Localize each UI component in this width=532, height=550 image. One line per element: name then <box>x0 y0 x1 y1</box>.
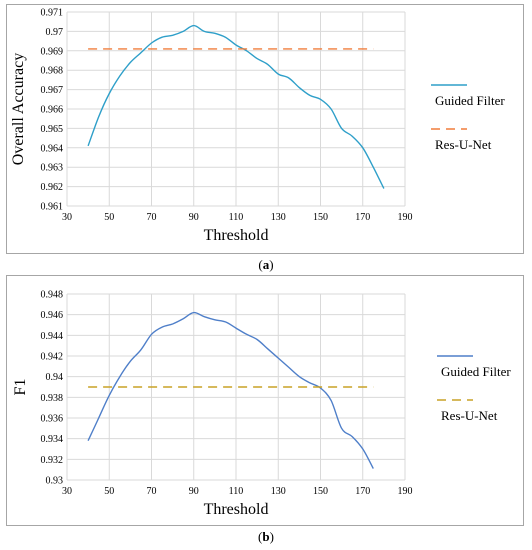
x-tick-label: 90 <box>189 486 199 497</box>
y-tick-label: 0.948 <box>41 290 64 301</box>
y-tick-label: 0.942 <box>41 352 64 363</box>
y-tick-label: 0.971 <box>41 8 64 19</box>
y-tick-label: 0.936 <box>41 414 64 425</box>
x-tick-label: 190 <box>398 486 413 497</box>
y-tick-label: 0.964 <box>41 143 64 154</box>
x-tick-label: 150 <box>313 486 328 497</box>
caption-b-letter: b <box>262 529 270 544</box>
x-tick-label: 90 <box>189 212 199 223</box>
x-tick-label: 130 <box>271 212 286 223</box>
x-tick-label: 110 <box>229 486 244 497</box>
y-tick-label: 0.961 <box>41 202 64 213</box>
x-tick-label: 70 <box>147 212 157 223</box>
chart-panel-b: 0.93 0.932 0.934 0.936 0.938 0.94 0.942 0.944 0.… <box>6 275 524 526</box>
y-axis-title: Overall Accuracy <box>10 53 27 165</box>
x-tick-label: 30 <box>62 212 72 223</box>
x-tick-label: 190 <box>398 212 413 223</box>
y-tick-label: 0.967 <box>41 85 64 96</box>
y-tick-label: 0.965 <box>41 124 64 135</box>
x-axis-title: Threshold <box>204 227 269 244</box>
caption-a: (a) <box>258 257 274 272</box>
x-tick-label: 110 <box>229 212 244 223</box>
chart-a-svg: 0.961 0.962 0.963 0.964 0.965 0.966 0.967 0.968… <box>10 8 505 245</box>
x-tick-label: 30 <box>62 486 72 497</box>
y-tick-label: 0.94 <box>46 372 64 383</box>
legend-label: Res-U-Net <box>441 408 498 423</box>
legend-label: Guided Filter <box>441 364 511 379</box>
x-tick-label: 170 <box>355 486 370 497</box>
x-tick-label: 130 <box>271 486 286 497</box>
x-tick-label: 170 <box>355 212 370 223</box>
y-tick-label: 0.934 <box>41 434 64 445</box>
y-tick-label: 0.93 <box>46 476 64 487</box>
x-axis-title: Threshold <box>204 501 269 518</box>
y-axis-title: F1 <box>12 379 29 396</box>
y-tick-label: 0.932 <box>41 455 64 466</box>
caption-b: (b) <box>258 529 274 544</box>
series-line-guided-filter <box>87 24 385 189</box>
legend-label: Guided Filter <box>435 93 505 108</box>
y-tick-label: 0.962 <box>41 182 64 193</box>
y-tick-label: 0.97 <box>46 27 64 38</box>
x-tick-label: 150 <box>313 212 328 223</box>
y-tick-label: 0.963 <box>41 163 64 174</box>
legend-label: Res-U-Net <box>435 137 492 152</box>
x-tick-label: 50 <box>104 212 114 223</box>
y-tick-label: 0.968 <box>41 66 64 77</box>
y-tick-label: 0.966 <box>41 105 64 116</box>
y-tick-label: 0.946 <box>41 310 64 321</box>
chart-b-svg: 0.93 0.932 0.934 0.936 0.938 0.94 0.942 0.944 0.… <box>12 290 511 519</box>
caption-a-letter: a <box>262 257 270 272</box>
series-line-guided-filter <box>87 311 374 469</box>
x-tick-label: 70 <box>147 486 157 497</box>
y-tick-label: 0.969 <box>41 46 64 57</box>
chart-panel-a: 0.961 0.962 0.963 0.964 0.965 0.966 0.967 0.968… <box>6 4 524 254</box>
x-tick-label: 50 <box>104 486 114 497</box>
y-tick-label: 0.944 <box>41 331 64 342</box>
y-tick-label: 0.938 <box>41 393 64 404</box>
